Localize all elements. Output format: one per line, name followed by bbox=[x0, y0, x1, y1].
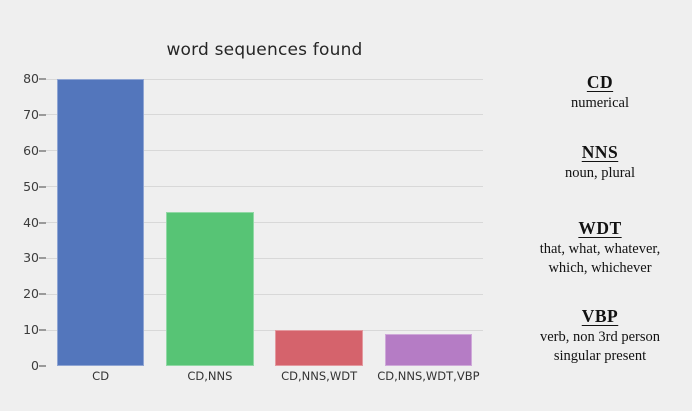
legend-term-cd: CD bbox=[586, 72, 614, 92]
legend-entry-cd: CD numerical bbox=[508, 70, 692, 113]
legend-entry-wdt: WDT that, what, whatever, which, whichever bbox=[508, 216, 692, 277]
legend-term-vbp: VBP bbox=[581, 306, 619, 326]
gridline-y40 bbox=[46, 222, 483, 223]
ytick-mark-60 bbox=[39, 149, 46, 152]
ytick-mark-40 bbox=[39, 221, 46, 224]
legend-definition-nns-line-0: noun, plural bbox=[564, 165, 636, 181]
ytick-mark-50 bbox=[39, 185, 46, 188]
ytick-mark-10 bbox=[39, 329, 46, 332]
legend-definition-wdt-line-1: which, whichever bbox=[548, 259, 652, 276]
ytick-label-10: 10 bbox=[23, 322, 39, 338]
ytick-mark-0 bbox=[39, 365, 46, 367]
ytick-label-0: 0 bbox=[31, 358, 39, 373]
ytick-label-30: 30 bbox=[23, 250, 39, 266]
gridline-y20 bbox=[46, 293, 483, 295]
ytick-label-50: 50 bbox=[23, 178, 39, 194]
bar-cd-nns bbox=[166, 211, 254, 366]
gridline-y80 bbox=[46, 78, 483, 80]
legend-term-nns: NNS bbox=[581, 142, 619, 162]
ytick-mark-20 bbox=[39, 293, 46, 296]
xtick-label-1: CD,NNS bbox=[187, 369, 233, 383]
ytick-label-70: 70 bbox=[23, 106, 39, 122]
gridline-y30 bbox=[46, 257, 483, 259]
ytick-label-40: 40 bbox=[23, 214, 39, 230]
legend-entry-vbp: VBP verb, non 3rd person singular present bbox=[508, 304, 692, 365]
chart-title: word sequences found bbox=[166, 40, 363, 60]
bar-cd-nns-wdt-vbp bbox=[384, 333, 473, 366]
ytick-mark-70 bbox=[39, 113, 46, 116]
gridline-y10 bbox=[46, 329, 483, 331]
ytick-mark-80 bbox=[39, 78, 46, 80]
gridline-y60 bbox=[46, 150, 483, 152]
bar-cd-nns-wdt bbox=[275, 330, 363, 366]
legend-definition-cd-line-0: numerical bbox=[571, 95, 629, 111]
legend-definition-wdt-line-0: that, what, whatever, bbox=[539, 241, 661, 257]
gridline-y70 bbox=[46, 114, 483, 116]
legend-definition-vbp-line-1: singular present bbox=[553, 347, 647, 364]
xtick-label-2: CD,NNS,WDT bbox=[281, 369, 358, 383]
gridline-y50 bbox=[46, 186, 483, 188]
ytick-mark-30 bbox=[39, 257, 46, 260]
ytick-label-20: 20 bbox=[23, 286, 39, 302]
legend-term-wdt: WDT bbox=[578, 218, 622, 238]
bar-cd bbox=[56, 79, 145, 366]
legend-entry-nns: NNS noun, plural bbox=[508, 140, 692, 183]
xtick-label-0: CD bbox=[92, 369, 110, 383]
ytick-label-60: 60 bbox=[23, 142, 39, 158]
plot-area bbox=[46, 78, 483, 366]
legend-definition-vbp-line-0: verb, non 3rd person bbox=[539, 329, 660, 345]
xtick-label-3: CD,NNS,WDT,VBP bbox=[377, 369, 480, 383]
ytick-label-80: 80 bbox=[23, 71, 39, 86]
legend-panel: CD numerical NNS noun, plural WDT that, what,… bbox=[508, 0, 692, 411]
